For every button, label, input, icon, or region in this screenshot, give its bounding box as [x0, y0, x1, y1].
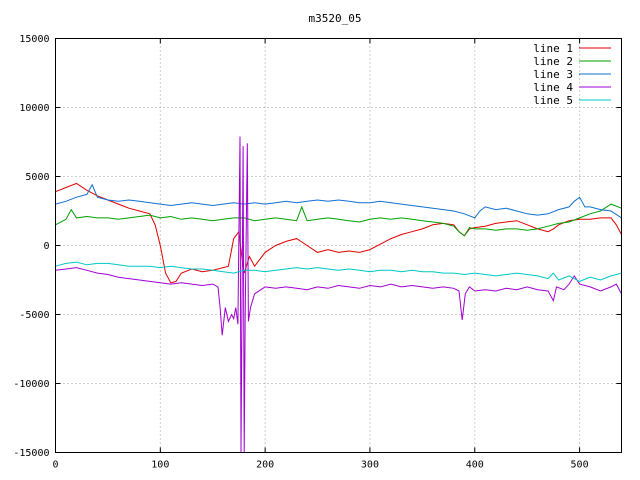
- axis-ticks: 0 100 200 300 400 500 -15000 -10000 -5000 0 5000 10…: [13, 34, 622, 471]
- x-tick-label: 400: [466, 460, 484, 471]
- chart-title: m3520_05: [309, 12, 362, 25]
- series-line-2: [55, 203, 622, 237]
- series-line-3: [55, 183, 622, 219]
- y-tick-label: -10000: [13, 379, 49, 390]
- series-line-5: [55, 261, 622, 282]
- x-tick-label: 0: [52, 460, 58, 471]
- y-tick-label: 0: [43, 241, 49, 252]
- grid: [55, 38, 622, 453]
- y-tick-label: 5000: [25, 172, 49, 183]
- x-tick-label: 100: [151, 460, 169, 471]
- legend-label-1: line 1: [533, 42, 573, 55]
- y-tick-label: -5000: [19, 310, 49, 321]
- y-tick-label: 15000: [19, 34, 49, 45]
- x-tick-label: 200: [256, 460, 274, 471]
- y-tick-label: -15000: [13, 448, 49, 459]
- legend-label-5: line 5: [533, 94, 573, 107]
- x-tick-label: 500: [571, 460, 589, 471]
- series-group: [55, 136, 622, 453]
- series-line-1: [55, 182, 622, 284]
- legend-label-3: line 3: [533, 68, 573, 81]
- legend-label-2: line 2: [533, 55, 573, 68]
- legend-label-4: line 4: [533, 81, 573, 94]
- y-tick-label: 10000: [19, 103, 49, 114]
- x-tick-label: 300: [361, 460, 379, 471]
- series-line-4: [55, 136, 622, 453]
